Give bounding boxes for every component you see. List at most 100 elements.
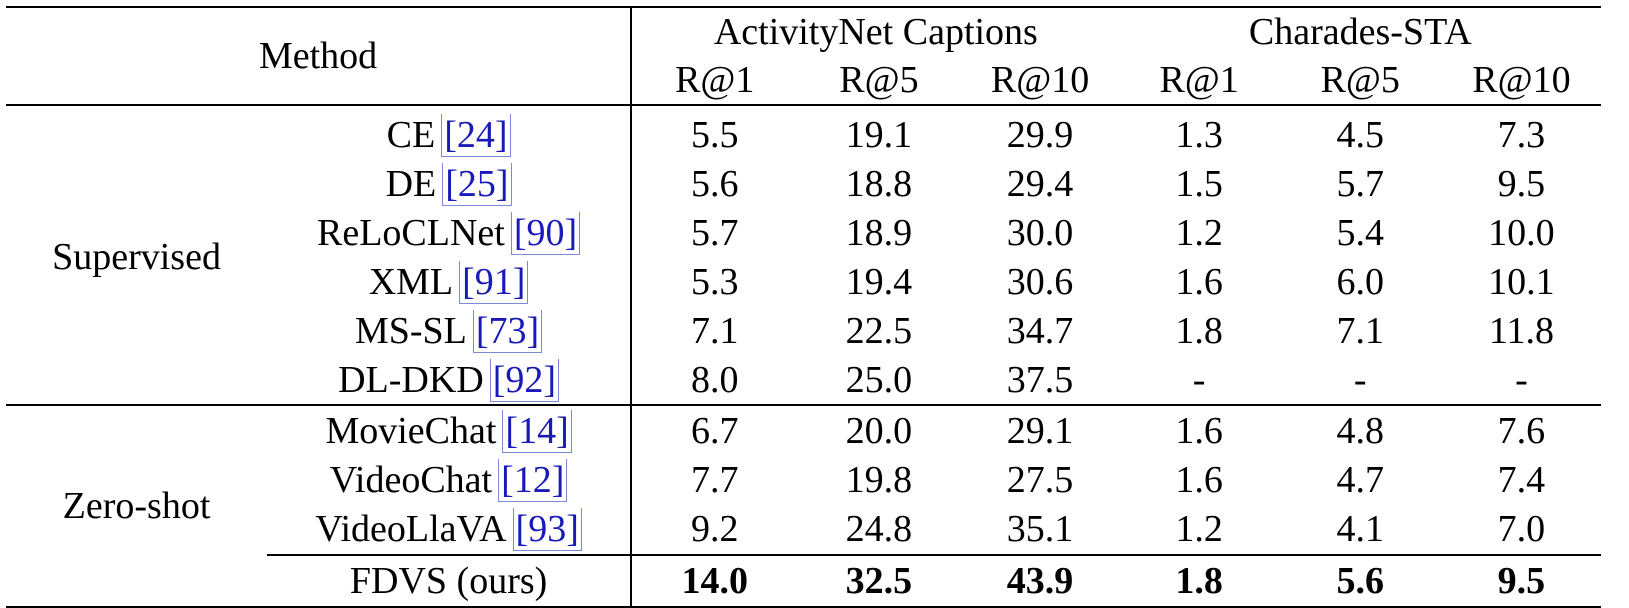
group-label-zero-shot: Zero-shot	[6, 404, 268, 608]
value-cell-best: 9.5	[1441, 554, 1601, 608]
method-name: ReLoCLNet	[317, 211, 505, 254]
value-cell: 7.1	[690, 309, 739, 352]
citation-link[interactable]: [91]	[459, 260, 529, 304]
value-cell-best: 43.9	[960, 554, 1120, 608]
citation-link[interactable]: [93]	[512, 508, 582, 551]
table-row: VideoLlaVA [93] 9.2 24.8 35.1 1.2 4.1 7.0	[6, 504, 1601, 555]
header-metric: R@5	[839, 59, 919, 101]
value-cell: 30.6	[1006, 260, 1074, 303]
method-cell: MovieChat [14]	[267, 404, 633, 455]
value-cell: 29.4	[1006, 162, 1074, 205]
value-cell: 9.2	[690, 508, 739, 550]
method-cell: FDVS (ours)	[267, 554, 633, 608]
value-cell: 5.4	[1336, 211, 1384, 254]
value-cell: 7.1	[1336, 309, 1384, 352]
value-cell: 7.0	[1497, 508, 1546, 550]
method-name: MS-SL	[354, 309, 467, 352]
value-cell: 34.7	[1006, 309, 1074, 352]
method-cell: MS-SL [73]	[267, 306, 633, 355]
header-row-datasets: Method ActivityNet Captions Charades-STA	[6, 6, 1601, 105]
value-cell: 10.0	[1488, 211, 1555, 254]
value-cell: 24.8	[845, 508, 913, 550]
method-cell: XML [91]	[267, 257, 633, 306]
method-name: VideoChat	[329, 458, 493, 501]
value-cell: 7.6	[1441, 404, 1601, 455]
header-metric: R@5	[1320, 59, 1400, 101]
citation-link[interactable]: [12]	[498, 458, 568, 502]
value-cell: 5.6	[690, 162, 739, 205]
value-cell: 5.3	[690, 260, 739, 303]
value-cell: 6.0	[1336, 260, 1384, 303]
value-cell: 1.8	[1175, 309, 1223, 352]
value-cell: 9.5	[1497, 162, 1546, 205]
header-dataset-charades: Charades-STA	[1119, 6, 1601, 56]
value-cell: 1.6	[1175, 260, 1223, 303]
value-cell: 7.3	[1441, 104, 1601, 159]
method-cell: DE [25]	[267, 159, 633, 208]
method-name: FDVS (ours)	[349, 560, 548, 602]
table-row: ReLoCLNet [90] 5.7 18.9 30.0 1.2 5.4 10.0	[6, 208, 1601, 257]
citation-link[interactable]: [73]	[472, 309, 543, 353]
table-row: DE [25] 5.6 18.8 29.4 1.5 5.7 9.5	[6, 159, 1601, 208]
method-name: MovieChat	[325, 409, 497, 452]
value-cell: 1.6	[1175, 458, 1223, 501]
value-cell: 29.1	[960, 404, 1120, 455]
method-cell: VideoLlaVA [93]	[267, 504, 633, 555]
table-row: Supervised CE [24] 5.5 19.1 29.9 1.3 4.5 …	[6, 104, 1601, 405]
value-cell: -	[1515, 358, 1528, 401]
value-cell-best: 14.0	[631, 554, 798, 608]
value-cell: 1.2	[1175, 508, 1223, 550]
table-row: XML [91] 5.3 19.4 30.6 1.6 6.0 10.1	[6, 257, 1601, 306]
citation-link[interactable]: [24]	[441, 113, 511, 157]
value-cell: 37.5	[1006, 358, 1074, 401]
value-cell: 4.8	[1278, 404, 1442, 455]
value-cell: 10.1	[1488, 260, 1555, 303]
value-cell: -	[1353, 358, 1367, 401]
method-name: CE	[386, 113, 436, 156]
table-row: Zero-shot MovieChat [14] 6.7 20.0 29.1 1.…	[6, 404, 1601, 608]
value-cell: 1.3	[1119, 104, 1279, 159]
value-cell: 19.8	[845, 458, 913, 501]
value-cell: 4.7	[1336, 458, 1384, 501]
header-metric: R@10	[1472, 59, 1571, 101]
table-row: DL-DKD [92] 8.0 25.0 37.5 - - -	[6, 355, 1601, 405]
value-cell: 18.9	[845, 211, 913, 254]
value-cell: 5.7	[690, 211, 739, 254]
value-cell: 19.1	[797, 104, 961, 159]
value-cell: 20.0	[797, 404, 961, 455]
header-metric: R@1	[1159, 59, 1239, 101]
value-cell: 1.5	[1175, 162, 1223, 205]
value-cell: 11.8	[1488, 309, 1554, 352]
citation-link[interactable]: [14]	[502, 409, 572, 453]
header-method: Method	[6, 6, 633, 105]
value-cell: 30.0	[1006, 211, 1074, 254]
method-name: DL-DKD	[338, 358, 484, 401]
value-cell: 8.0	[690, 358, 739, 401]
value-cell: 27.5	[1006, 458, 1074, 501]
value-cell: 22.5	[845, 309, 913, 352]
method-cell: CE [24]	[267, 104, 633, 159]
value-cell: 18.8	[845, 162, 913, 205]
results-table-container: Method ActivityNet Captions Charades-STA…	[6, 6, 1601, 608]
header-metric: R@10	[990, 59, 1090, 101]
value-cell: -	[1192, 358, 1206, 401]
value-cell: 7.7	[690, 458, 739, 501]
value-cell: 4.5	[1278, 104, 1442, 159]
value-cell: 5.5	[631, 104, 798, 159]
value-cell: 25.0	[845, 358, 913, 401]
table-row: VideoChat [12] 7.7 19.8 27.5 1.6 4.7 7.4	[6, 455, 1601, 504]
value-cell-best: 32.5	[797, 554, 961, 608]
method-name: DE	[385, 162, 437, 205]
method-cell: ReLoCLNet [90]	[267, 208, 633, 257]
value-cell: 29.9	[960, 104, 1120, 159]
citation-link[interactable]: [90]	[510, 211, 581, 255]
header-dataset-activitynet: ActivityNet Captions	[631, 6, 1120, 56]
header-metric: R@1	[675, 59, 755, 101]
citation-link[interactable]: [25]	[442, 162, 512, 206]
header-row-metrics: R@1 R@5 R@10 R@1 R@5 R@10	[6, 56, 1601, 105]
value-cell: 6.7	[631, 404, 798, 455]
citation-link[interactable]: [92]	[489, 358, 560, 402]
method-name: VideoLlaVA	[315, 508, 507, 550]
value-cell: 4.1	[1336, 508, 1384, 550]
method-name: XML	[368, 260, 454, 303]
